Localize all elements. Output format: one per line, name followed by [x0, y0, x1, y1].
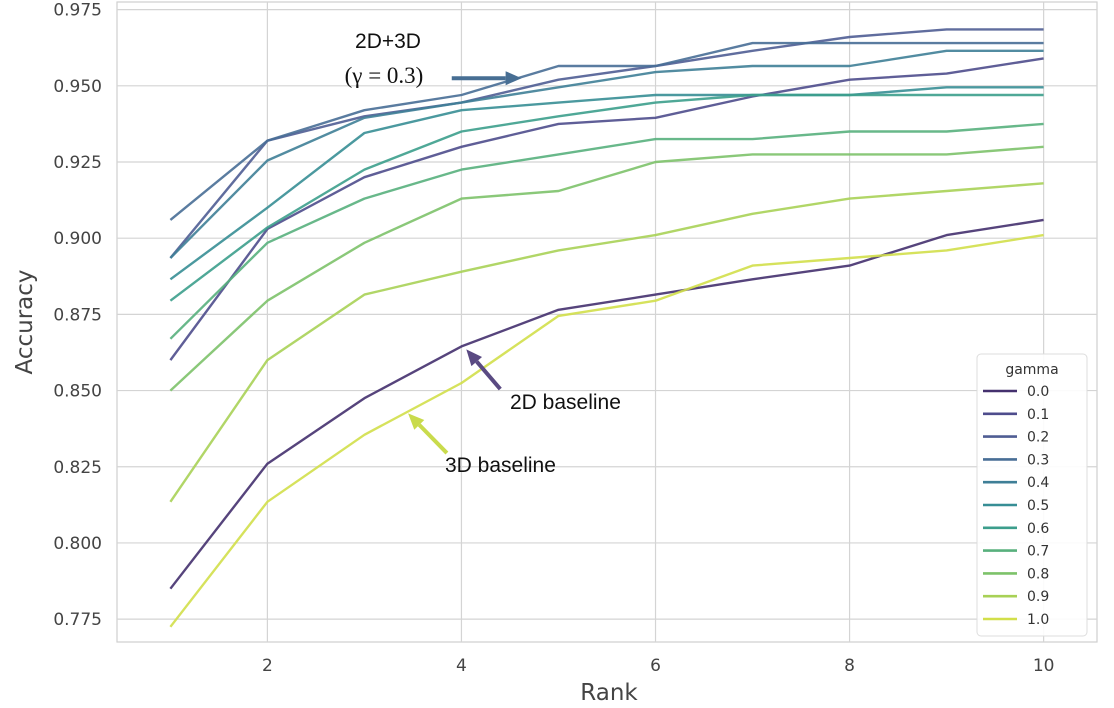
legend-label-0.6: 0.6: [1027, 521, 1049, 537]
series-line-gamma-0.8: [169, 145, 1044, 392]
x-tick-label: 4: [456, 656, 467, 676]
series-lines: [169, 28, 1044, 628]
y-tick-label: 0.800: [53, 534, 102, 554]
legend-label-0.8: 0.8: [1027, 566, 1049, 582]
y-tick-label: 0.975: [53, 1, 102, 21]
legend-title: gamma: [1005, 362, 1058, 378]
series-line-gamma-0.9: [169, 182, 1044, 503]
grid: [117, 2, 1097, 642]
y-tick-label: 0.775: [53, 610, 102, 630]
y-tick-label: 0.850: [53, 382, 102, 402]
y-tick-label: 0.825: [53, 458, 102, 478]
legend-label-0.3: 0.3: [1027, 452, 1049, 468]
arrow-3d-baseline-head: [408, 413, 425, 430]
legend-label-0.5: 0.5: [1027, 498, 1049, 514]
x-tick-label: 8: [844, 656, 855, 676]
series-line-gamma-0.7: [169, 122, 1044, 340]
legend-label-0.2: 0.2: [1027, 430, 1049, 446]
legend-label-1.0: 1.0: [1027, 612, 1049, 628]
x-axis-label: Rank: [580, 680, 638, 706]
y-tick-label: 0.925: [53, 153, 102, 173]
series-line-gamma-0.4: [169, 49, 1044, 259]
series-line-gamma-0.3: [169, 41, 1044, 221]
y-tick-label: 0.950: [53, 77, 102, 97]
arrow-3d-baseline-shaft: [417, 423, 449, 455]
y-axis-label: Accuracy: [12, 269, 38, 374]
annotation-2d3d-gamma: (γ = 0.3): [345, 63, 424, 88]
x-tick-label: 10: [1033, 656, 1055, 676]
arrow-2d3d-head: [505, 71, 522, 86]
legend: gamma 0.0 0.1 0.2 0.3 0.4 0.5 0.6 0.7 0.8 0.9 1.0: [976, 353, 1088, 637]
series-line-gamma-0.6: [169, 93, 1044, 302]
legend-label-0.0: 0.0: [1027, 384, 1049, 400]
legend-label-0.4: 0.4: [1027, 475, 1049, 491]
y-tick-label: 0.900: [53, 229, 102, 249]
series-line-gamma-1.0: [169, 233, 1044, 628]
x-tick-label: 2: [262, 656, 273, 676]
series-line-gamma-0.5: [169, 86, 1044, 281]
series-line-gamma-0.1: [169, 57, 1044, 361]
annotation-2d3d-title: 2D+3D: [355, 30, 421, 53]
legend-label-0.1: 0.1: [1027, 407, 1049, 423]
series-line-gamma-0.2: [169, 28, 1044, 259]
annotation-2d-baseline: 2D baseline: [510, 391, 621, 414]
series-line-gamma-0.0: [169, 218, 1044, 590]
annotation-3d-baseline: 3D baseline: [445, 454, 556, 477]
legend-label-0.9: 0.9: [1027, 589, 1049, 605]
arrow-2d-baseline-shaft: [475, 360, 502, 391]
annotations: 2D+3D (γ = 0.3) 2D baseline 3D baseline: [345, 30, 621, 477]
arrow-2d-baseline-head: [466, 349, 483, 367]
legend-label-0.7: 0.7: [1027, 544, 1049, 560]
legend-box: [976, 353, 1088, 637]
tick-labels: 2 4 6 8 100.7750.8000.8250.8500.8750.9000.92…: [53, 1, 1054, 676]
x-tick-label: 6: [650, 656, 661, 676]
y-tick-label: 0.875: [53, 305, 102, 325]
